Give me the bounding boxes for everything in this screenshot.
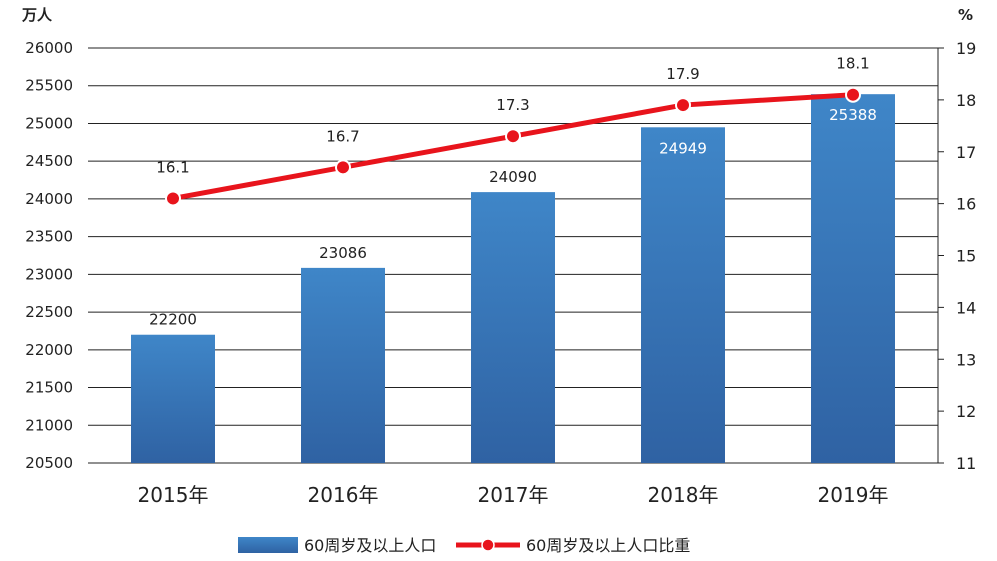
y-right-tick-label: 12 [956,402,976,421]
y-left-tick-label: 24500 [25,152,73,170]
line-point [165,190,181,207]
y-right-tick-label: 18 [956,91,976,110]
y-left-tick-label: 25000 [25,114,73,132]
legend-bar-swatch [238,537,298,553]
y-right-tick-label: 11 [956,454,976,473]
line-point [675,97,691,114]
y-left-tick-label: 23000 [25,265,73,283]
bar-data-label: 25388 [829,106,877,124]
line-point [335,159,351,176]
y-right-unit: % [958,6,973,24]
line-data-label: 16.1 [156,158,189,176]
y-right-tick-label: 17 [956,143,976,162]
y-left-tick-label: 24000 [25,190,73,208]
bar-data-label: 23086 [319,244,367,262]
y-right-tick-label: 15 [956,247,976,266]
bar-data-label: 22200 [149,311,197,329]
bar [301,267,385,463]
bar-data-label: 24090 [489,168,537,186]
x-tick-label: 2017年 [478,483,549,507]
legend-line-marker [481,538,495,552]
x-tick-label: 2015年 [138,483,209,507]
line-data-label: 18.1 [836,55,869,73]
y-left-tick-label: 23500 [25,228,73,246]
y-left-tick-label: 26000 [25,39,73,57]
line-point [505,128,521,145]
bar [641,127,725,463]
x-tick-label: 2019年 [818,483,889,507]
bar [471,192,555,464]
y-left-tick-label: 21000 [25,416,73,434]
line-point [845,86,861,103]
legend-bar-label: 60周岁及以上人口 [304,536,436,555]
y-left-unit: 万人 [21,6,53,24]
bar-data-label: 24949 [659,139,707,157]
y-right-tick-label: 14 [956,298,976,317]
bar [811,94,895,463]
y-right-tick-label: 13 [956,350,976,369]
x-tick-label: 2016年 [308,483,379,507]
line-data-label: 16.7 [326,127,359,145]
x-tick-label: 2018年 [648,483,719,507]
bar [131,334,215,463]
y-right-tick-label: 19 [956,39,976,58]
y-left-tick-label: 25500 [25,77,73,95]
y-right-tick-label: 16 [956,195,976,214]
y-left-tick-label: 22500 [25,303,73,321]
y-left-tick-label: 22000 [25,341,73,359]
line-data-label: 17.3 [496,96,529,114]
y-left-tick-label: 21500 [25,379,73,397]
legend-line-label: 60周岁及以上人口比重 [526,536,690,555]
line-data-label: 17.9 [666,65,699,83]
y-left-tick-label: 20500 [25,454,73,472]
